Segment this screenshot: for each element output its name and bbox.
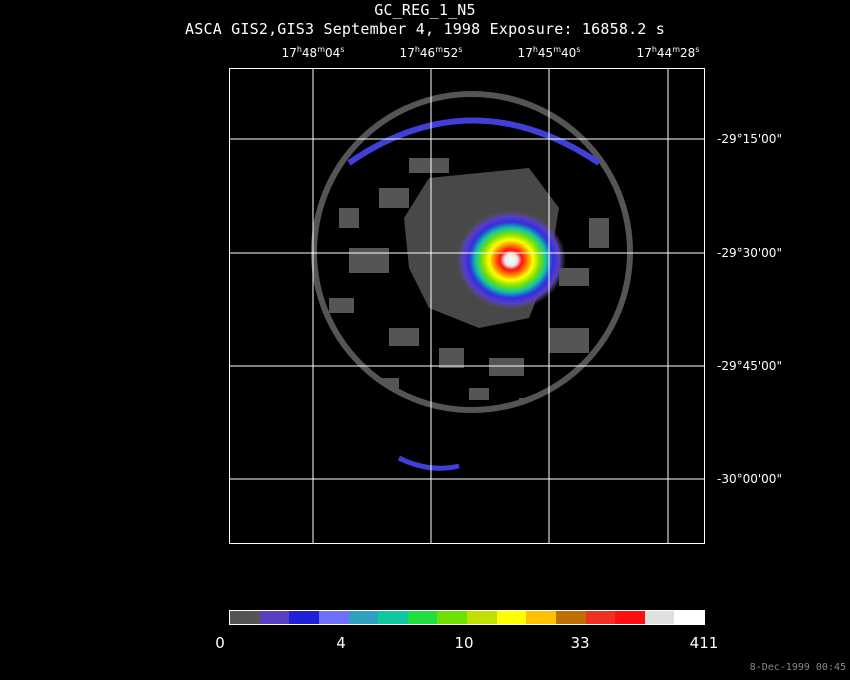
colorbar-label-1: 0: [215, 634, 225, 652]
ra-label-2: 17h46m52s: [399, 45, 463, 60]
ra-label-3: 17h45m40s: [517, 45, 581, 60]
colorbar-cell: [674, 611, 704, 624]
colorbar-cell: [289, 611, 319, 624]
colorbar-cell: [467, 611, 497, 624]
colorbar-label-3: 10: [454, 634, 474, 652]
colorbar-cell: [259, 611, 290, 624]
coordinate-grid: [229, 68, 705, 544]
colorbar: [229, 610, 705, 625]
colorbar-label-5: 411: [689, 634, 719, 652]
sky-image-plot: [229, 68, 705, 544]
colorbar-cell: [615, 611, 645, 624]
colorbar-cell: [318, 611, 349, 624]
colorbar-cell: [555, 611, 586, 624]
colorbar-cell: [496, 611, 527, 624]
ra-label-4: 17h44m28s: [636, 45, 700, 60]
image-subtitle: ASCA GIS2,GIS3 September 4, 1998 Exposur…: [185, 20, 665, 38]
colorbar-cell: [407, 611, 438, 624]
colorbar-cell: [348, 611, 379, 624]
dec-label-4: -30°00'00": [717, 472, 782, 486]
dec-label-2: -29°30'00": [717, 246, 782, 260]
dec-label-3: -29°45'00": [717, 359, 782, 373]
image-title: GC_REG_1_N5: [374, 1, 476, 19]
ra-label-1: 17h48m04s: [281, 45, 345, 60]
colorbar-cell: [378, 611, 408, 624]
colorbar-label-2: 4: [336, 634, 346, 652]
colorbar-cell: [585, 611, 616, 624]
dec-label-1: -29°15'00": [717, 132, 782, 146]
field-of-view: [311, 91, 633, 471]
colorbar-cell: [644, 611, 675, 624]
timestamp: 8-Dec-1999 00:45: [749, 662, 846, 673]
colorbar-label-4: 33: [570, 634, 590, 652]
colorbar-cell: [437, 611, 467, 624]
colorbar-cell: [230, 611, 260, 624]
colorbar-cell: [526, 611, 556, 624]
